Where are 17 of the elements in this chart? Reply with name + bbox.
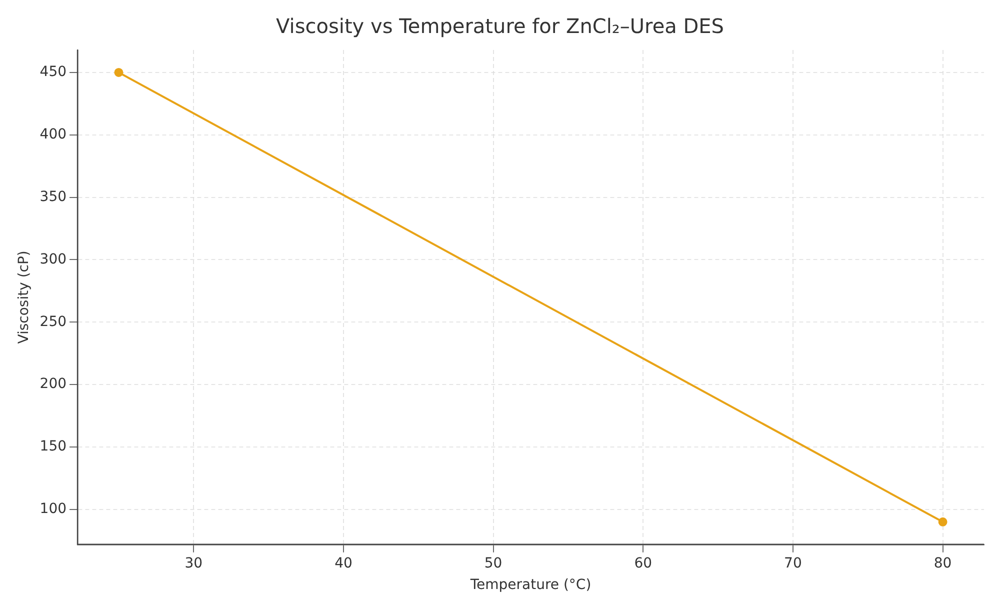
y-tick-label: 300 [40,251,67,268]
x-tick-label: 30 [184,555,203,572]
x-tick-label: 50 [484,555,502,572]
y-tick-label: 200 [40,376,67,392]
x-axis-title: Temperature (°C) [469,577,592,594]
y-tick-label: 100 [40,501,67,518]
y-tick-label: 350 [40,188,67,205]
x-tick-label: 80 [934,555,952,572]
x-tick-label: 70 [784,555,802,572]
x-tick-label: 60 [634,555,652,572]
y-axis-title: Viscosity (cP) [16,250,32,344]
y-tick-label: 250 [40,314,67,330]
y-tick-label: 150 [40,438,67,455]
x-tick-label: 40 [334,555,352,572]
y-tick-label: 450 [40,64,67,80]
chart-title: Viscosity vs Temperature for ZnCl₂–Urea DES [276,14,724,38]
y-tick-label: 400 [40,126,67,143]
